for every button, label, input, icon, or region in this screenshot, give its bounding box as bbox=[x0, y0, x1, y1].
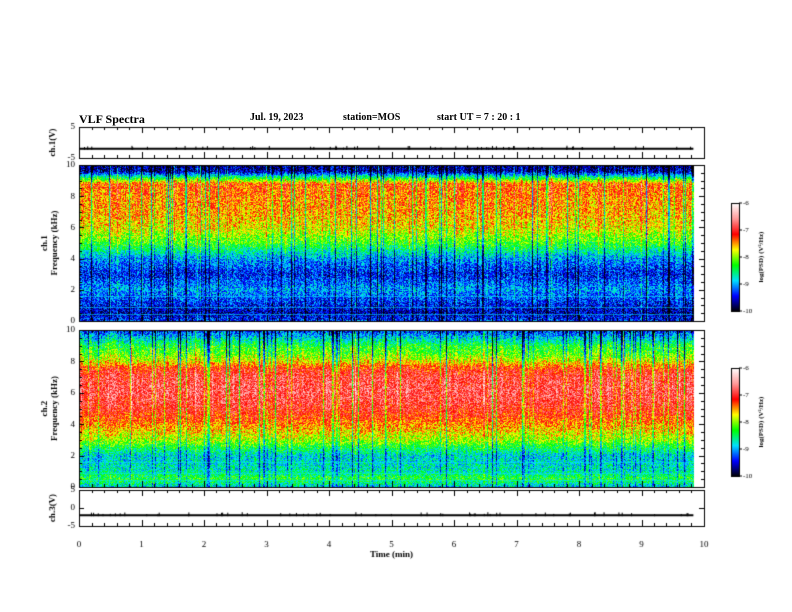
station-label: station=MOS bbox=[343, 112, 401, 123]
date-label: Jul. 19, 2023 bbox=[250, 112, 304, 123]
start-time-label: start UT = 7 : 20 : 1 bbox=[437, 112, 521, 123]
chart-title: VLF Spectra bbox=[79, 112, 145, 126]
